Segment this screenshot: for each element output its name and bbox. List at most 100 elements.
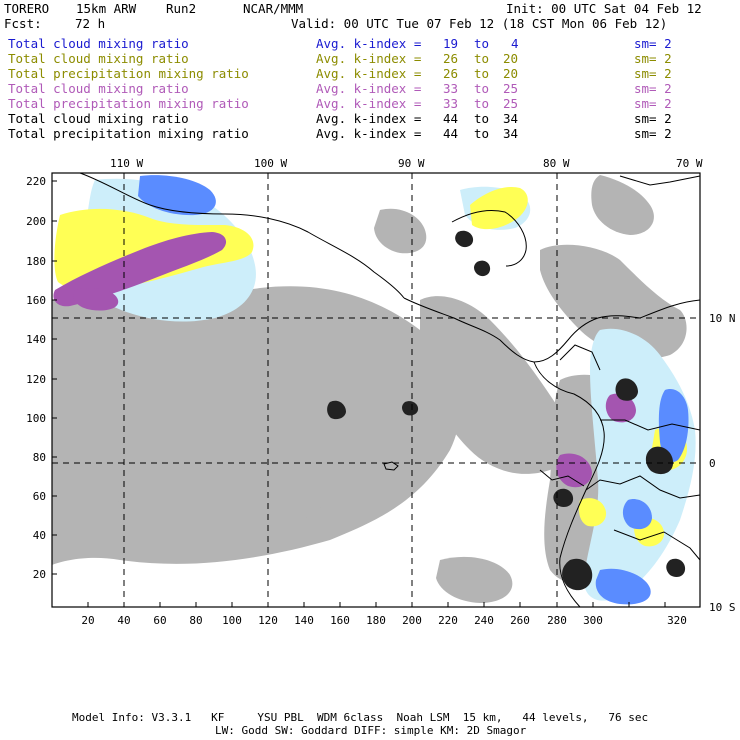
legend-kindex: Avg. k-index = [316, 51, 422, 66]
latitude-labels: 10 N 0 10 S [709, 312, 736, 614]
y-tick-labels: 20 40 60 80 100 120 140 160 180 200 220 [26, 175, 46, 581]
y-tick-label: 40 [33, 529, 46, 542]
legend-field: Total cloud mixing ratio [8, 51, 189, 66]
model-name: TORERO [4, 1, 50, 16]
legend-sm: sm= 2 [634, 81, 672, 96]
lon-label: 100 W [254, 157, 287, 170]
legend-to: 20 [503, 66, 519, 81]
y-tick-label: 120 [26, 373, 46, 386]
y-tick-label: 60 [33, 490, 46, 503]
x-tick-label: 40 [117, 614, 130, 627]
lon-label: 70 W [676, 157, 703, 170]
x-tick-label: 220 [438, 614, 458, 627]
legend-sm: sm= 2 [634, 66, 672, 81]
legend-sm: sm= 2 [634, 111, 672, 126]
legend-kindex: Avg. k-index = [316, 111, 422, 126]
legend-sm: sm= 2 [634, 96, 672, 111]
blue-cloud-field [138, 175, 689, 605]
y-tick-label: 100 [26, 412, 46, 425]
init-time: Init: 00 UTC Sat 04 Feb 12 [506, 1, 702, 16]
lat-label: 10 N [709, 312, 736, 325]
legend-from: 19 [443, 36, 459, 51]
legend-from: 44 [443, 111, 459, 126]
lon-label: 110 W [110, 157, 143, 170]
legend-to-word: to [474, 126, 490, 141]
legend-sm: sm= 2 [634, 51, 672, 66]
legend-to-word: to [474, 81, 490, 96]
legend-to-word: to [474, 36, 490, 51]
legend-kindex: Avg. k-index = [316, 36, 422, 51]
legend-field: Total precipitation mixing ratio [8, 96, 249, 111]
legend-sm: sm= 2 [634, 126, 672, 141]
x-tick-label: 240 [474, 614, 494, 627]
x-tick-label: 260 [510, 614, 530, 627]
legend-to-word: to [474, 66, 490, 81]
y-tick-label: 20 [33, 568, 46, 581]
x-tick-label: 60 [153, 614, 166, 627]
legend-from: 26 [443, 51, 459, 66]
axis-ticks [52, 180, 666, 607]
organization: NCAR/MMM [243, 1, 304, 16]
legend-field: Total cloud mixing ratio [8, 36, 189, 51]
model-resolution: 15km ARW [76, 1, 137, 16]
y-tick-label: 80 [33, 451, 46, 464]
legend-to: 25 [503, 81, 519, 96]
legend-to-word: to [474, 111, 490, 126]
lat-label: 10 S [709, 601, 736, 614]
x-tick-label: 300 [583, 614, 603, 627]
x-tick-label: 140 [294, 614, 314, 627]
x-tick-label: 160 [330, 614, 350, 627]
graticule [52, 173, 700, 607]
x-tick-label: 320 [667, 614, 687, 627]
y-tick-label: 200 [26, 215, 46, 228]
y-tick-label: 180 [26, 255, 46, 268]
dark-core-field [327, 230, 686, 591]
legend-from: 26 [443, 66, 459, 81]
x-tick-label: 120 [258, 614, 278, 627]
legend-sm: sm= 2 [634, 36, 672, 51]
gray-cloud-field [52, 175, 687, 603]
legend-to: 20 [503, 51, 519, 66]
x-tick-label: 200 [402, 614, 422, 627]
legend-kindex: Avg. k-index = [316, 81, 422, 96]
y-tick-label: 220 [26, 175, 46, 188]
valid-time: Valid: 00 UTC Tue 07 Feb 12 (18 CST Mon … [291, 16, 668, 31]
legend-field: Total precipitation mixing ratio [8, 126, 249, 141]
x-tick-labels: 20 40 60 80 100 120 140 160 180 200 220 … [81, 614, 687, 627]
x-tick-label: 80 [189, 614, 202, 627]
cloud-fields [52, 175, 696, 605]
legend-to: 4 [511, 36, 519, 51]
legend-kindex: Avg. k-index = [316, 66, 422, 81]
forecast-label: Fcst: [4, 16, 42, 31]
legend-from: 44 [443, 126, 459, 141]
x-tick-label: 180 [366, 614, 386, 627]
y-tick-label: 140 [26, 333, 46, 346]
coastline [52, 172, 701, 608]
legend-to: 25 [503, 96, 519, 111]
legend-kindex: Avg. k-index = [316, 96, 422, 111]
legend-field: Total cloud mixing ratio [8, 81, 189, 96]
legend-field: Total precipitation mixing ratio [8, 66, 249, 81]
lon-label: 90 W [398, 157, 425, 170]
lon-label: 80 W [543, 157, 570, 170]
forecast-hours: 72 h [75, 16, 106, 31]
legend-to-word: to [474, 51, 490, 66]
legend-kindex: Avg. k-index = [316, 126, 422, 141]
model-info-line: Model Info: V3.3.1 KF YSU PBL WDM 6class… [72, 711, 649, 724]
lat-label: 0 [709, 457, 716, 470]
legend-from: 33 [443, 96, 459, 111]
legend-to: 34 [503, 126, 519, 141]
physics-info-line: LW: Godd SW: Goddard DIFF: simple KM: 2D… [215, 724, 527, 737]
y-tick-label: 160 [26, 294, 46, 307]
x-tick-label: 280 [547, 614, 567, 627]
run-label: Run2 [166, 1, 197, 16]
legend-to-word: to [474, 96, 490, 111]
legend-from: 33 [443, 81, 459, 96]
x-tick-label: 20 [81, 614, 94, 627]
longitude-labels: 110 W 100 W 90 W 80 W 70 W [110, 157, 703, 170]
x-tick-label: 100 [222, 614, 242, 627]
magenta-precip-field [53, 232, 636, 488]
legend-to: 34 [503, 111, 519, 126]
legend-field: Total cloud mixing ratio [8, 111, 189, 126]
